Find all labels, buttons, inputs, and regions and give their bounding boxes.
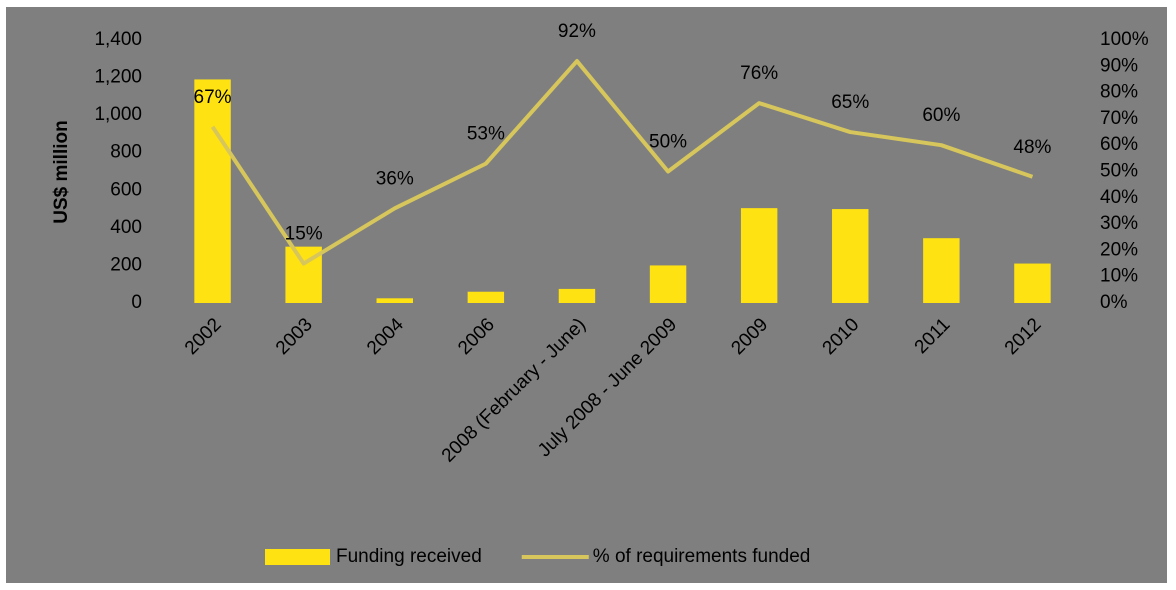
bar (194, 79, 231, 303)
y-tick-label: 600 (110, 179, 142, 200)
bar (832, 209, 869, 303)
y2-tick-label: 0% (1100, 292, 1128, 313)
y-tick-label: 1,200 (94, 67, 142, 88)
legend-swatch (265, 549, 330, 565)
y2-tick-label: 40% (1100, 187, 1138, 208)
y-tick-label: 1,000 (94, 104, 142, 125)
y2-tick-label: 80% (1100, 82, 1138, 103)
y2-tick-label: 30% (1100, 213, 1138, 234)
data-label: 53% (467, 124, 505, 145)
bar (740, 208, 778, 303)
y2-tick-label: 10% (1100, 266, 1138, 287)
line (210, 59, 1034, 266)
y-axis-title: US$ million (51, 120, 72, 223)
y2-tick-label: 90% (1100, 55, 1138, 76)
y2-tick-label: 100% (1100, 29, 1149, 50)
data-label: 92% (558, 21, 596, 42)
bar (923, 238, 960, 303)
bar (467, 291, 505, 303)
data-label: 15% (285, 224, 323, 245)
data-label: 36% (376, 168, 414, 189)
y2-tick-label: 70% (1100, 108, 1138, 129)
legend-label: Funding received (336, 546, 482, 567)
data-label: 50% (649, 132, 687, 153)
y-tick-label: 0 (131, 292, 142, 313)
bar (376, 298, 413, 303)
bar (558, 288, 596, 303)
y2-tick-label: 20% (1100, 239, 1138, 260)
data-label: 48% (1013, 137, 1051, 158)
y-tick-label: 800 (110, 142, 142, 163)
bar (1014, 263, 1051, 303)
data-label: 76% (740, 63, 778, 84)
data-label: 67% (194, 87, 232, 108)
y-tick-label: 200 (110, 254, 142, 275)
bar (649, 265, 687, 303)
y2-tick-label: 50% (1100, 161, 1138, 182)
data-label: 60% (922, 105, 960, 126)
legend-label: % of requirements funded (593, 546, 811, 567)
y-tick-label: 400 (110, 217, 142, 238)
y-tick-label: 1,400 (94, 29, 142, 50)
data-label: 65% (831, 92, 869, 113)
y2-tick-label: 60% (1100, 134, 1138, 155)
